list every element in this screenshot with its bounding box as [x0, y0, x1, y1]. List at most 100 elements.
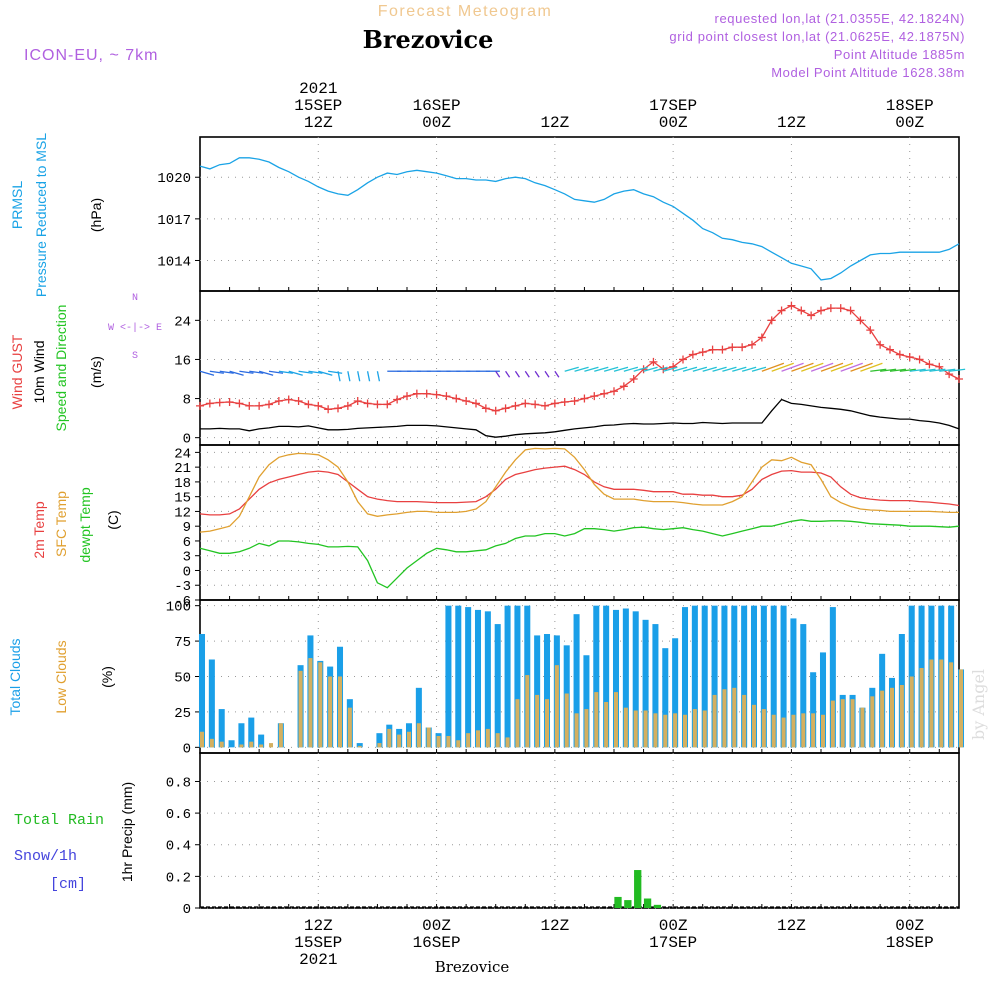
low-clouds-bar: [426, 727, 431, 748]
low-clouds-bar: [820, 714, 826, 748]
gust-point: [649, 357, 658, 366]
rain-bar: [634, 870, 642, 908]
gust-point: [403, 392, 411, 401]
wind-direction-arrow: [249, 370, 264, 374]
wind-direction-arrow: [899, 368, 916, 372]
total-clouds-bar: [622, 608, 629, 748]
clouds-ytick-label: 50: [174, 671, 191, 687]
sfc-temp-label: SFC Temp: [53, 491, 69, 557]
pressure-label-1: PRMSL: [9, 181, 25, 229]
temp-ytick-label: 12: [174, 505, 191, 521]
gust-point: [738, 343, 747, 352]
gust-point: [718, 345, 727, 354]
gust-point: [462, 397, 471, 405]
temp-ytick-label: 0: [183, 564, 191, 580]
low-clouds-bar: [387, 728, 392, 748]
low-clouds-bar: [732, 687, 737, 748]
temp-unit: (C): [105, 510, 121, 529]
total-clouds-bar: [810, 672, 817, 748]
wind-direction-arrow: [781, 362, 804, 372]
low-clouds-bar: [199, 731, 205, 748]
rain-bar: [643, 898, 652, 908]
wind-direction-arrow: [810, 362, 834, 372]
gust-point: [284, 395, 293, 404]
total-clouds-bar: [218, 709, 225, 748]
model-altitude: Model Point Altitude 1628.38m: [771, 65, 965, 80]
wind-direction-arrow: [603, 366, 619, 372]
total-clouds-bar: [465, 607, 472, 748]
low-clouds-bar: [525, 675, 530, 748]
wind-direction-arrow: [672, 366, 688, 372]
gust-point: [866, 326, 875, 335]
rain-bar: [653, 904, 662, 908]
low-clouds-bar: [446, 736, 451, 748]
gust-point: [373, 400, 382, 409]
bottom-time-label: 18SEP: [886, 934, 934, 952]
gust-point: [442, 392, 451, 401]
low-clouds-bar: [377, 743, 382, 748]
low-clouds-bar: [692, 709, 697, 748]
low-clouds-label: Low Clouds: [53, 640, 69, 713]
wind-speed-dir-label: Speed and Direction: [53, 305, 69, 432]
snow-label: Snow/1h: [14, 848, 77, 865]
total-clouds-bar: [731, 605, 738, 748]
total-clouds-bar: [258, 734, 265, 748]
wind-ytick-label: 16: [174, 353, 191, 369]
gust-point: [905, 353, 914, 361]
low-clouds-bar: [722, 689, 727, 748]
clouds-ytick-label: 25: [174, 706, 191, 722]
total-clouds-bar: [474, 609, 482, 748]
gust-point: [807, 311, 816, 320]
gust-point: [324, 405, 333, 414]
total-clouds-bar: [691, 605, 698, 748]
gust-point: [669, 362, 678, 371]
precip-ytick-label: 0.6: [166, 807, 191, 823]
snow-unit-label: [cm]: [50, 876, 86, 893]
wind-direction-arrow: [209, 370, 224, 374]
top-time-label: 00Z: [895, 114, 924, 132]
gust-point: [422, 389, 431, 398]
wind-direction-arrow: [584, 366, 599, 372]
gust-point: [541, 401, 549, 410]
low-clouds-bar: [939, 659, 944, 748]
total-clouds-bar: [198, 634, 206, 748]
gust-point: [363, 399, 372, 408]
requested-coords: requested lon,lat (21.0355E, 42.1824N): [715, 11, 965, 26]
gust-point: [836, 304, 845, 313]
meteogram-subtitle: Forecast Meteogram: [378, 3, 553, 20]
wind-series-0-line: [199, 304, 960, 412]
low-clouds-bar: [594, 692, 599, 748]
wind-direction-arrow: [239, 370, 254, 374]
low-clouds-bar: [505, 737, 510, 748]
low-clouds-bar: [870, 696, 875, 748]
precip-ytick-label: 0.4: [166, 839, 191, 855]
wind-direction-arrow: [633, 366, 648, 372]
gust-point: [886, 345, 894, 354]
total-clouds-bar: [455, 605, 462, 748]
gust-point: [777, 306, 786, 315]
wind-direction-arrow: [889, 368, 907, 372]
total-clouds-bar: [376, 733, 383, 748]
gust-point: [728, 343, 737, 352]
low-clouds-bar: [584, 709, 589, 748]
precip-ytick-label: 0: [183, 902, 191, 918]
low-clouds-bar: [347, 707, 352, 748]
gust-point: [826, 304, 835, 313]
wind-direction-arrow: [751, 366, 767, 372]
wind-direction-arrow: [376, 371, 381, 382]
total-rain-label: Total Rain: [14, 812, 104, 829]
wind-direction-arrow: [692, 366, 708, 372]
wind-direction-arrow: [801, 362, 824, 372]
gust-point: [570, 397, 579, 405]
low-clouds-bar: [318, 662, 323, 748]
low-clouds-bar: [682, 714, 688, 748]
low-clouds-bar: [564, 693, 569, 748]
gust-point: [600, 389, 609, 398]
low-clouds-bar: [259, 744, 264, 748]
total-clouds-bar: [238, 723, 245, 748]
wind-ytick-label: 24: [174, 314, 191, 330]
gust-point: [629, 375, 638, 383]
gust-point: [945, 370, 954, 379]
total-clouds-bar: [819, 652, 827, 748]
